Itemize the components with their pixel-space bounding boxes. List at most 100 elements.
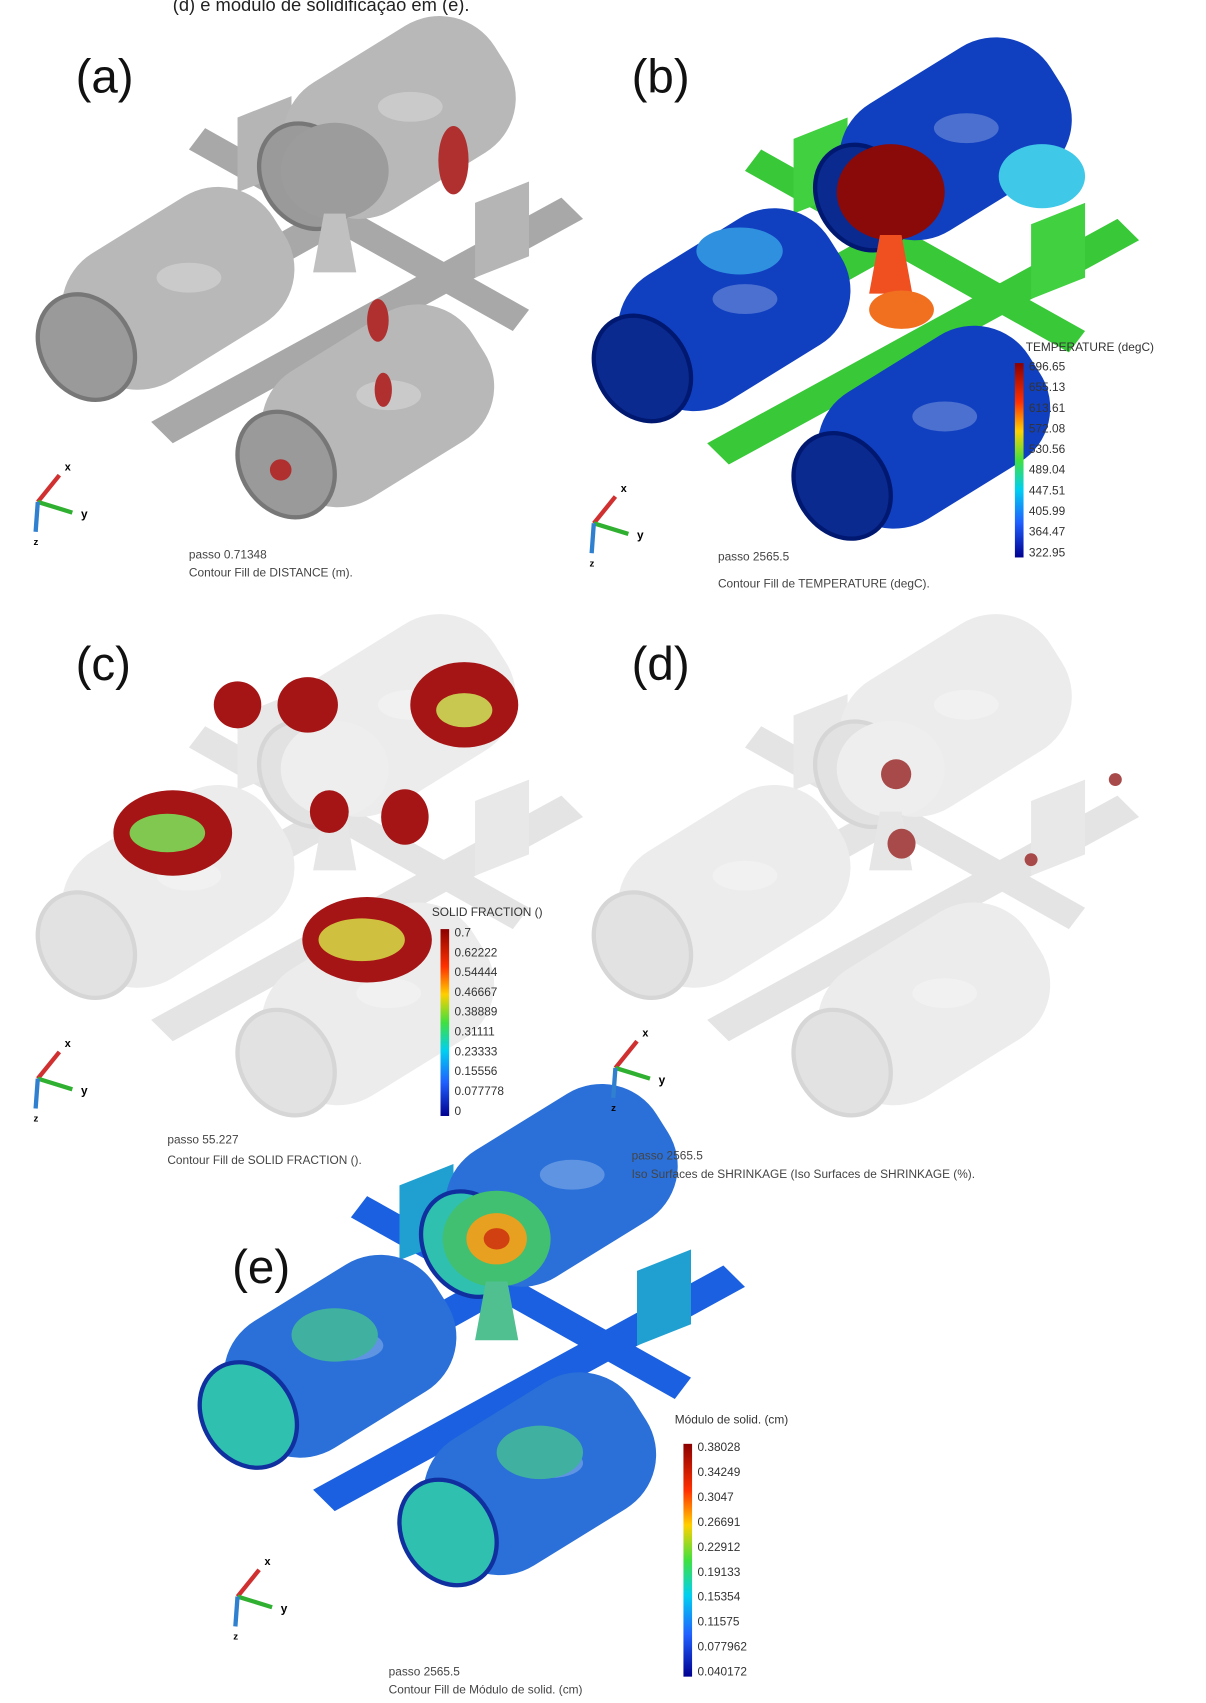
highlight <box>540 1160 605 1190</box>
legend-label: 489.04 <box>1029 463 1066 477</box>
legend-label: 572.08 <box>1029 421 1066 435</box>
caption-text: Contour Fill de Módulo de solid. (cm) <box>389 1683 583 1697</box>
panel-label: (d) <box>632 638 690 691</box>
axis-label: y <box>81 507 88 521</box>
legend-title: TEMPERATURE (degC) <box>1026 340 1154 354</box>
page: (d) e módulo de solidificação em (e). (a… <box>0 0 1206 1698</box>
axis-label: z <box>33 537 38 548</box>
legend-label: 405.99 <box>1029 504 1065 518</box>
legend-label: 0.040172 <box>697 1665 746 1679</box>
legend-label: 0.31111 <box>455 1025 495 1039</box>
frame <box>1031 780 1085 876</box>
defect <box>999 144 1085 208</box>
defect <box>319 918 405 961</box>
colorbar <box>441 929 450 1116</box>
legend-label: 364.47 <box>1029 525 1065 539</box>
legend-label: 0.22912 <box>697 1540 740 1554</box>
legend-label: 655.13 <box>1029 380 1066 394</box>
defect <box>310 790 349 833</box>
axis-label: x <box>65 1038 71 1050</box>
axis-label: x <box>642 1028 648 1040</box>
step-text: passo 2565.5 <box>632 1149 704 1163</box>
axis-z <box>235 1597 237 1627</box>
legend-title: SOLID FRACTION () <box>432 905 543 919</box>
defect <box>1025 853 1038 866</box>
axis-label: x <box>265 1556 271 1568</box>
axis-y <box>594 523 629 534</box>
legend-label: 613.61 <box>1029 401 1065 415</box>
axis-x <box>238 1570 260 1597</box>
legend-label: 0.11575 <box>697 1615 739 1629</box>
legend-label: 530.56 <box>1029 442 1066 456</box>
defect <box>1109 773 1122 786</box>
axis-label: y <box>637 528 644 542</box>
legend-label: 0.3047 <box>697 1490 733 1504</box>
axis-y <box>615 1068 650 1079</box>
defect <box>381 789 429 845</box>
frame <box>637 1249 691 1345</box>
colorbar <box>683 1444 692 1677</box>
defect <box>881 759 911 789</box>
axis-y <box>38 1079 73 1090</box>
axis-label: y <box>659 1073 666 1087</box>
axis-y <box>38 502 73 513</box>
defect <box>375 373 392 407</box>
legend-label: 0.15556 <box>455 1064 498 1078</box>
axis-label: z <box>611 1103 616 1114</box>
defect <box>497 1426 583 1479</box>
highlight <box>934 690 999 720</box>
caption-text: Contour Fill de DISTANCE (m). <box>189 566 353 580</box>
legend-label: 0.38028 <box>697 1440 740 1454</box>
axis-z <box>613 1068 615 1098</box>
axis-label: z <box>590 558 595 569</box>
axis-z <box>36 1079 38 1109</box>
defect <box>887 829 915 859</box>
defect <box>130 814 206 852</box>
figure: (d) e módulo de solidificação em (e). (a… <box>0 0 1206 1698</box>
legend-label: 0.077778 <box>455 1084 505 1098</box>
caption-text: Contour Fill de SOLID FRACTION (). <box>167 1153 361 1167</box>
step-text: passo 2565.5 <box>718 550 790 564</box>
highlight <box>912 402 977 432</box>
panel-label: (b) <box>632 51 690 104</box>
highlight <box>912 978 977 1008</box>
panel-label: (c) <box>76 638 131 691</box>
axis-z <box>36 502 38 532</box>
caption-fragment: (d) e módulo de solidificação em (e). <box>173 0 470 15</box>
defect <box>292 1308 378 1361</box>
axis-y <box>238 1597 273 1608</box>
step-text: passo 55.227 <box>167 1133 238 1147</box>
axis-label: z <box>233 1632 238 1643</box>
step-text: passo 0.71348 <box>189 547 267 561</box>
casting <box>180 1060 745 1604</box>
legend-label: 0.54444 <box>455 965 498 979</box>
legend-label: 0.077962 <box>697 1640 746 1654</box>
defect <box>696 227 782 274</box>
axis-label: y <box>281 1602 288 1616</box>
panel-label: (a) <box>76 51 134 104</box>
axis-z <box>592 523 594 553</box>
defect <box>484 1228 510 1249</box>
legend-title: Módulo de solid. (cm) <box>675 1413 788 1427</box>
caption-text: Iso Surfaces de SHRINKAGE (Iso Surfaces … <box>632 1167 975 1181</box>
defect <box>367 299 389 342</box>
axis-x <box>38 475 60 502</box>
highlight <box>713 861 778 891</box>
defect <box>277 677 337 733</box>
highlight <box>157 263 222 293</box>
axis-x <box>615 1041 637 1068</box>
highlight <box>713 284 778 314</box>
legend-label: 0.26691 <box>697 1515 740 1529</box>
legend-label: 0.46667 <box>455 985 498 999</box>
axis-label: y <box>81 1084 88 1098</box>
colorbar <box>1015 363 1024 557</box>
panel-label: (e) <box>232 1241 290 1294</box>
legend-label: 0.34249 <box>697 1465 740 1479</box>
defect <box>270 459 292 480</box>
axis-x <box>594 497 616 524</box>
legend-label: 0 <box>455 1104 462 1118</box>
frame <box>475 780 529 876</box>
disk <box>837 144 945 240</box>
axis-label: x <box>621 483 627 495</box>
step-text: passo 2565.5 <box>389 1665 461 1679</box>
